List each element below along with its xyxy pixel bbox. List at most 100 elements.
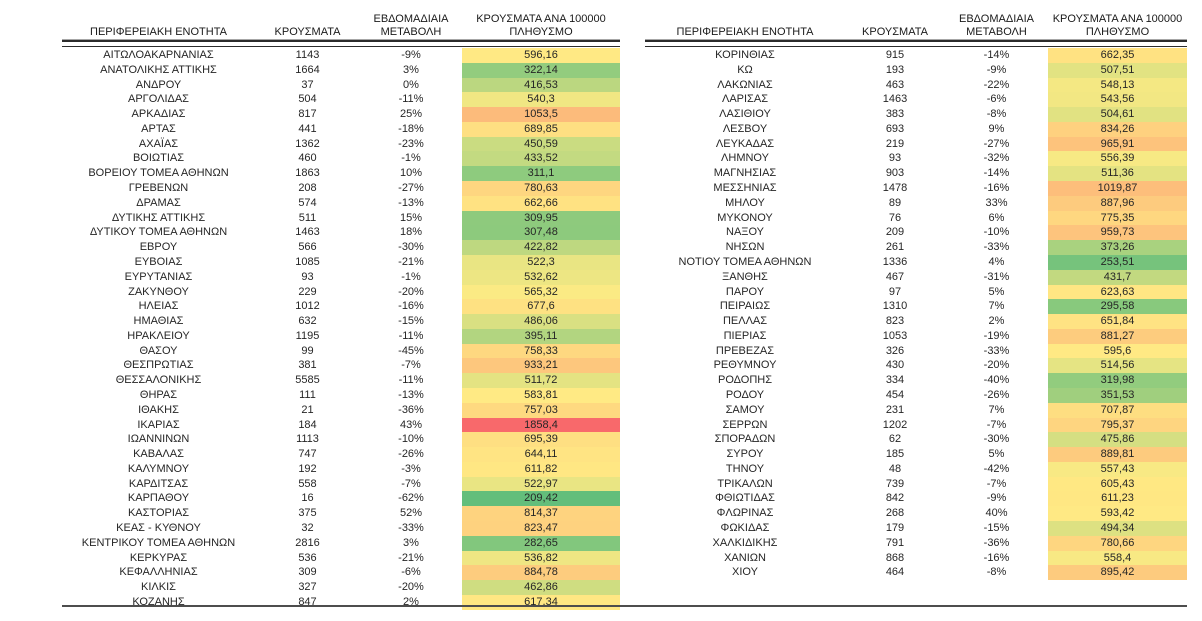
weekly-change-cell: -8% [986, 566, 1007, 579]
region-cell: ΝΗΣΩΝ [725, 241, 765, 254]
table-row: ΚΑΡΔΙΤΣΑΣ 558 -7% 522,97 [62, 476, 620, 492]
table-row: ΠΕΛΛΑΣ 823 2% 651,84 [645, 314, 1187, 329]
table-row: ΣΕΡΡΩΝ 1202 -7% 795,37 [645, 417, 1187, 433]
table-row: ΝΟΤΙΟΥ ΤΟΜΕΑ ΑΘΗΝΩΝ 1336 4% 253,51 [645, 254, 1187, 270]
weekly-change-cell: -15% [983, 522, 1010, 534]
per-100k-cell: 507,51 [1048, 62, 1187, 78]
per-100k-cell: 780,63 [462, 181, 620, 196]
weekly-change-cell: -22% [983, 78, 1010, 91]
weekly-change-cell: -16% [983, 182, 1010, 195]
cases-cell: 93 [301, 270, 314, 283]
per-100k-cell: 209,42 [462, 491, 620, 507]
weekly-change-cell: 9% [988, 122, 1005, 135]
table-row: ΛΕΣΒΟΥ 693 9% 834,26 [645, 121, 1187, 137]
region-cell: ΑΙΤΩΛΟΑΚΑΡΝΑΝΙΑΣ [103, 49, 214, 61]
cases-cell: 1085 [295, 255, 320, 268]
table-row: ΜΑΓΝΗΣΙΑΣ 903 -14% 511,36 [645, 166, 1187, 182]
cases-cell: 454 [885, 388, 905, 401]
region-cell: ΚΩ [737, 63, 753, 76]
per-100k-cell: 593,42 [1048, 506, 1187, 521]
region-cell: ΦΘΙΩΤΙΔΑΣ [715, 492, 775, 505]
per-100k-cell: 253,51 [1048, 254, 1187, 270]
cases-cell: 1463 [295, 226, 320, 239]
region-cell: ΣΠΟΡΑΔΩΝ [714, 433, 776, 446]
weekly-change-cell: -30% [983, 433, 1010, 446]
weekly-change-cell: -33% [983, 241, 1010, 254]
region-cell: ΘΕΣΠΡΩΤΙΑΣ [123, 359, 194, 372]
weekly-change-cell: -27% [398, 182, 424, 195]
table-row: ΛΗΜΝΟΥ 93 -32% 556,39 [645, 151, 1187, 167]
table-row: ΕΒΡΟΥ 566 -30% 422,82 [62, 240, 620, 255]
cases-cell: 1478 [882, 182, 908, 195]
region-cell: ΗΜΑΘΙΑΣ [133, 315, 184, 328]
per-100k-cell: 595,6 [1048, 343, 1187, 359]
per-100k-cell: 1858,4 [462, 417, 620, 433]
weekly-change-cell: 4% [988, 255, 1005, 268]
weekly-change-cell: 10% [399, 167, 423, 180]
table-row: ΡΟΔΟΥ 454 -26% 351,53 [645, 387, 1187, 403]
region-cell: ΠΕΙΡΑΙΩΣ [719, 300, 771, 313]
table-row: ΖΑΚΥΝΘΟΥ 229 -20% 565,32 [62, 284, 620, 300]
region-cell: ΚΑΡΔΙΤΣΑΣ [128, 477, 189, 490]
weekly-change-cell: -7% [986, 477, 1007, 490]
weekly-change-cell: -33% [398, 522, 424, 534]
table-row: ΡΟΔΟΠΗΣ 334 -40% 319,98 [645, 373, 1187, 388]
per-100k-cell: 795,37 [1048, 417, 1187, 433]
table-row: ΘΗΡΑΣ 111 -13% 583,81 [62, 387, 620, 403]
column-header-region: ΠΕΡΙΦΕΡΕΙΑΚΗ ΕΝΟΤΗΤΑ [676, 25, 814, 38]
weekly-change-cell: -42% [983, 462, 1010, 475]
table-row: ΚΕΝΤΡΙΚΟΥ ΤΟΜΕΑ ΑΘΗΝΩΝ 2816 3% 282,65 [62, 535, 620, 551]
table-row: ΚΕΦΑΛΛΗΝΙΑΣ 309 -6% 884,78 [62, 565, 620, 581]
region-cell: ΑΡΤΑΣ [141, 122, 176, 135]
weekly-change-cell: -11% [398, 93, 424, 106]
table-row: ΚΟΡΙΝΘΙΑΣ 915 -14% 662,35 [645, 48, 1187, 63]
per-100k-cell: 556,39 [1048, 151, 1187, 167]
weekly-change-cell: -1% [401, 152, 421, 165]
per-100k-cell: 494,34 [1048, 521, 1187, 536]
weekly-change-cell: -45% [398, 344, 424, 357]
weekly-change-cell: 7% [988, 300, 1005, 313]
table-row: ΚΑΡΠΑΘΟΥ 16 -62% 209,42 [62, 491, 620, 507]
table-row: ΛΑΚΩΝΙΑΣ 463 -22% 548,13 [645, 77, 1187, 93]
per-100k-cell: 611,82 [462, 461, 620, 477]
cases-cell: 441 [298, 122, 317, 135]
cases-cell: 1463 [882, 93, 908, 106]
table-row: ΣΑΜΟΥ 231 7% 707,87 [645, 402, 1187, 418]
column-header-cases: ΚΡΟΥΣΜΑΤΑ [862, 25, 928, 38]
table-row: ΠΙΕΡΙΑΣ 1053 -19% 881,27 [645, 328, 1187, 344]
weekly-change-cell: -21% [398, 255, 424, 268]
region-cell: ΠΑΡΟΥ [725, 285, 765, 298]
region-cell: ΛΑΣΙΘΙΟΥ [719, 108, 771, 121]
region-cell: ΙΩΑΝΝΙΝΩΝ [127, 433, 190, 446]
table-row: ΦΛΩΡΙΝΑΣ 268 40% 593,42 [645, 506, 1187, 521]
weekly-change-cell: 52% [399, 507, 423, 520]
weekly-change-cell: -40% [983, 374, 1010, 387]
cases-cell: 632 [298, 315, 317, 328]
weekly-change-cell: -16% [398, 300, 424, 313]
per-100k-cell: 373,26 [1048, 240, 1187, 255]
table-row: ΙΘΑΚΗΣ 21 -36% 757,03 [62, 402, 620, 418]
table-row: ΜΗΛΟΥ 89 33% 887,96 [645, 195, 1187, 211]
per-100k-cell: 511,36 [1048, 166, 1187, 182]
table-row: ΚΑΛΥΜΝΟΥ 192 -3% 611,82 [62, 461, 620, 477]
per-100k-cell: 644,11 [462, 447, 620, 462]
weekly-change-cell: -8% [986, 108, 1007, 121]
per-100k-cell: 933,21 [462, 358, 620, 374]
per-100k-cell: 504,61 [1048, 107, 1187, 122]
table-row: ΑΧΑΪΑΣ 1362 -23% 450,59 [62, 136, 620, 152]
per-100k-cell: 814,37 [462, 506, 620, 521]
region-cell: ΛΑΚΩΝΙΑΣ [717, 78, 773, 91]
per-100k-cell: 605,43 [1048, 476, 1187, 492]
per-100k-cell: 617,34 [462, 594, 620, 610]
weekly-change-cell: -14% [983, 49, 1010, 61]
weekly-change-cell: -7% [986, 418, 1007, 431]
region-cell: ΓΡΕΒΕΝΩΝ [128, 182, 189, 195]
region-cell: ΑΡΚΑΔΙΑΣ [131, 108, 186, 121]
weekly-change-cell: -62% [398, 492, 424, 505]
cases-cell: 62 [888, 433, 902, 446]
header-double-rule [62, 40, 620, 47]
table-row: ΓΡΕΒΕΝΩΝ 208 -27% 780,63 [62, 181, 620, 196]
cases-cell: 99 [301, 344, 314, 357]
region-cell: ΚΟΖΑΝΗΣ [132, 595, 185, 608]
